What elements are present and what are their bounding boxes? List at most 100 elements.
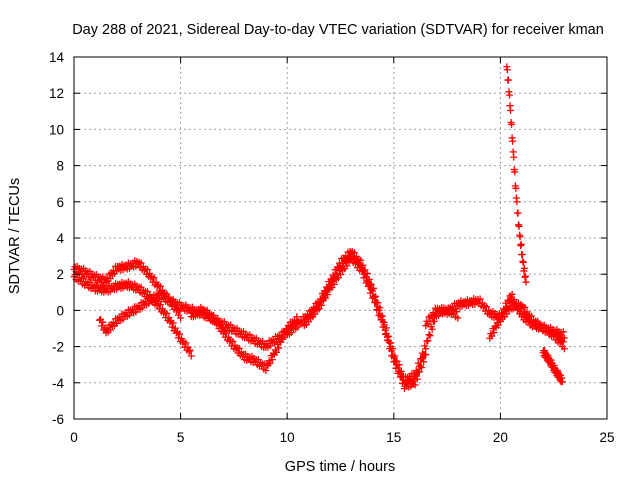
data-point [505, 91, 513, 99]
series-satellite-track-j [539, 347, 566, 386]
data-point [516, 233, 524, 241]
data-point [176, 330, 184, 338]
data-point [182, 339, 190, 347]
data-point [521, 304, 529, 312]
data-point [174, 334, 182, 342]
data-point [163, 309, 171, 317]
data-point [454, 314, 462, 322]
data-point [547, 356, 555, 364]
data-point [330, 280, 338, 288]
y-tick-label: 4 [56, 231, 64, 246]
data-point [144, 265, 152, 273]
data-point [137, 259, 145, 267]
data-point [521, 272, 529, 280]
data-point [425, 331, 433, 339]
data-point [476, 295, 484, 303]
data-point [519, 259, 527, 267]
data-point [222, 329, 230, 337]
data-point [166, 318, 174, 326]
y-tick-label: 10 [49, 122, 64, 137]
data-point [527, 312, 535, 320]
data-point [387, 343, 395, 351]
data-point [337, 271, 344, 279]
data-point [416, 362, 424, 370]
series-satellite-track-g [422, 290, 568, 342]
data-point [426, 332, 434, 340]
data-point [422, 351, 430, 359]
data-point [275, 344, 283, 352]
data-point [366, 289, 374, 297]
data-point [399, 376, 407, 384]
data-point [510, 153, 518, 161]
data-point [168, 323, 176, 331]
data-point [361, 271, 369, 279]
data-point [380, 321, 388, 329]
data-point [106, 275, 114, 283]
data-point [343, 262, 351, 270]
data-point [507, 106, 515, 114]
data-point [322, 294, 330, 302]
data-point [384, 337, 392, 345]
data-point [185, 348, 193, 356]
data-point [522, 278, 530, 286]
data-point [360, 274, 368, 282]
data-point [559, 328, 567, 336]
data-point [317, 301, 325, 309]
series-satellite-track-h [486, 299, 568, 353]
data-point [517, 240, 525, 248]
data-point [520, 264, 528, 272]
data-point [381, 330, 389, 338]
data-point [106, 326, 114, 334]
data-point [413, 375, 421, 383]
data-point [368, 294, 376, 302]
data-point [483, 303, 491, 311]
data-point [491, 322, 499, 330]
data-point [355, 259, 363, 267]
data-point [375, 311, 383, 319]
y-tick-label: -6 [52, 412, 64, 427]
data-point [558, 378, 566, 386]
data-point [169, 319, 177, 327]
data-point [171, 324, 179, 332]
data-point [411, 381, 419, 389]
data-point [305, 318, 313, 326]
data-point [372, 298, 380, 306]
data-point [365, 282, 373, 290]
data-point [311, 310, 319, 318]
data-point [378, 316, 386, 324]
data-point [262, 366, 270, 374]
data-point [420, 358, 428, 366]
data-point [515, 222, 523, 230]
x-tick-label: 20 [493, 430, 508, 445]
y-tick-label: 6 [56, 195, 64, 210]
data-point [324, 290, 332, 298]
data-point [503, 66, 511, 74]
y-axis-label: SDTVAR / TECUs [7, 178, 23, 294]
data-point [332, 269, 340, 277]
data-point [488, 332, 496, 340]
data-point [395, 368, 403, 376]
data-point [359, 267, 367, 275]
series-satellite-track-i [503, 63, 530, 286]
data-point [269, 349, 277, 357]
y-tick-label: 8 [56, 159, 64, 174]
y-tick-label: 0 [56, 303, 64, 318]
data-point [363, 277, 371, 285]
grid [74, 57, 607, 419]
data-point [187, 352, 195, 360]
data-point [553, 331, 561, 339]
x-axis-label: GPS time / hours [285, 459, 395, 475]
series-satellite-track-f [300, 252, 430, 393]
data-point [186, 346, 194, 354]
y-tick-label: -2 [52, 340, 64, 355]
data-point [496, 318, 504, 326]
data-point [560, 334, 568, 342]
data-point [374, 303, 382, 311]
data-point [156, 301, 164, 309]
data-point [376, 310, 384, 318]
data-point [490, 328, 498, 336]
data-point [172, 329, 180, 337]
data-point [266, 359, 274, 367]
y-tick-label: 12 [49, 86, 64, 101]
data-point [229, 338, 237, 346]
